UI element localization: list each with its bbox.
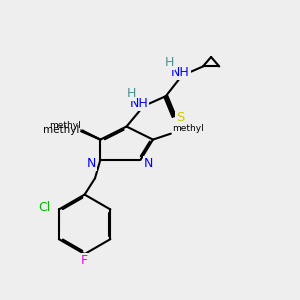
Text: NH: NH (130, 97, 148, 110)
Text: methyl: methyl (49, 121, 81, 130)
Text: methyl: methyl (73, 131, 77, 132)
Text: S: S (176, 111, 184, 124)
Text: H: H (126, 87, 136, 100)
Text: methyl: methyl (43, 125, 80, 135)
Text: F: F (81, 254, 88, 267)
Text: N: N (144, 157, 153, 170)
Text: methyl: methyl (80, 129, 84, 130)
Text: methyl: methyl (172, 124, 204, 133)
Text: N: N (86, 157, 96, 170)
Text: NH: NH (171, 66, 190, 79)
Text: H: H (165, 56, 174, 69)
Text: Cl: Cl (38, 202, 50, 214)
